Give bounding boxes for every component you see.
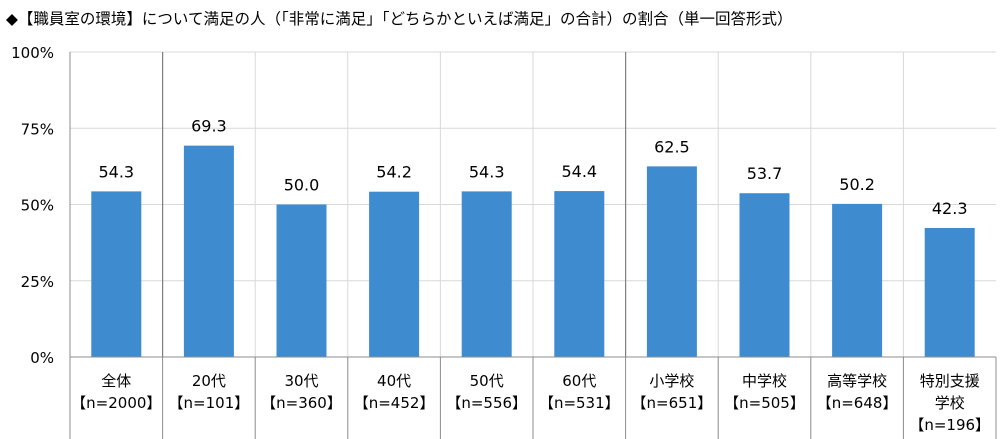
value-labels: 54.3 69.3 50.0 54.2 54.3 54.4 62.5 53.7 50.2 42.3 (98, 117, 967, 218)
y-axis-labels: 0% 25% 50% 75% 100% (11, 44, 54, 367)
y-tick-label: 100% (11, 44, 54, 62)
x-tick-label: 50代 (470, 372, 504, 390)
x-tick-label: 高等学校 (827, 372, 887, 390)
bar (924, 227, 975, 357)
bar (646, 166, 697, 357)
x-tick-label: 【n=196】 (909, 416, 990, 434)
bar (739, 193, 790, 357)
data-label: 53.7 (747, 164, 783, 183)
data-label: 54.3 (469, 162, 505, 181)
bar (461, 191, 512, 357)
x-tick-label: 特別支援 (920, 372, 980, 390)
x-tick-label: 【n=360】 (261, 394, 342, 412)
x-tick-label: 40代 (377, 372, 411, 390)
chart-title: ◆【職員室の環境】について満足の人（「非常に満足」「どちらかといえば満足」の合計… (6, 9, 792, 28)
x-tick-label: 【n=505】 (724, 394, 805, 412)
axes (69, 52, 997, 439)
x-tick-label: 30代 (284, 372, 318, 390)
bars (91, 145, 975, 357)
bar (91, 191, 142, 357)
bar (276, 204, 327, 357)
x-tick-label: 小学校 (649, 372, 694, 390)
y-tick-label: 50% (21, 197, 54, 215)
x-tick-label: 【n=531】 (539, 394, 620, 412)
data-label: 50.2 (839, 175, 875, 194)
x-tick-label: 【n=651】 (632, 394, 713, 412)
x-tick-label: 【n=452】 (354, 394, 435, 412)
x-tick-label: 中学校 (742, 372, 787, 390)
y-tick-label: 25% (21, 273, 54, 291)
x-tick-label: 【n=556】 (446, 394, 527, 412)
bar (369, 191, 420, 357)
x-tick-label: 【n=101】 (169, 394, 250, 412)
x-tick-label: 【n=2000】 (71, 394, 161, 412)
y-tick-label: 75% (21, 120, 54, 138)
x-tick-label: 60代 (562, 372, 596, 390)
x-axis-labels: 全体【n=2000】 20代【n=101】 30代【n=360】 40代【n=452】… (71, 372, 990, 434)
data-label: 42.3 (932, 199, 968, 218)
group-separators (162, 52, 627, 357)
y-tick-label: 0% (30, 349, 54, 367)
bar (832, 203, 883, 357)
data-label: 54.4 (561, 162, 597, 181)
x-tick-label: 【n=648】 (817, 394, 898, 412)
x-tick-label: 学校 (935, 394, 965, 412)
data-label: 54.3 (98, 162, 134, 181)
x-tick-label: 20代 (192, 372, 226, 390)
data-label: 54.2 (376, 163, 412, 182)
data-label: 62.5 (654, 137, 690, 156)
data-label: 50.0 (284, 176, 320, 195)
x-tick-label: 全体 (101, 372, 131, 390)
bar (554, 191, 605, 357)
data-label: 69.3 (191, 117, 227, 136)
bar (183, 145, 234, 357)
